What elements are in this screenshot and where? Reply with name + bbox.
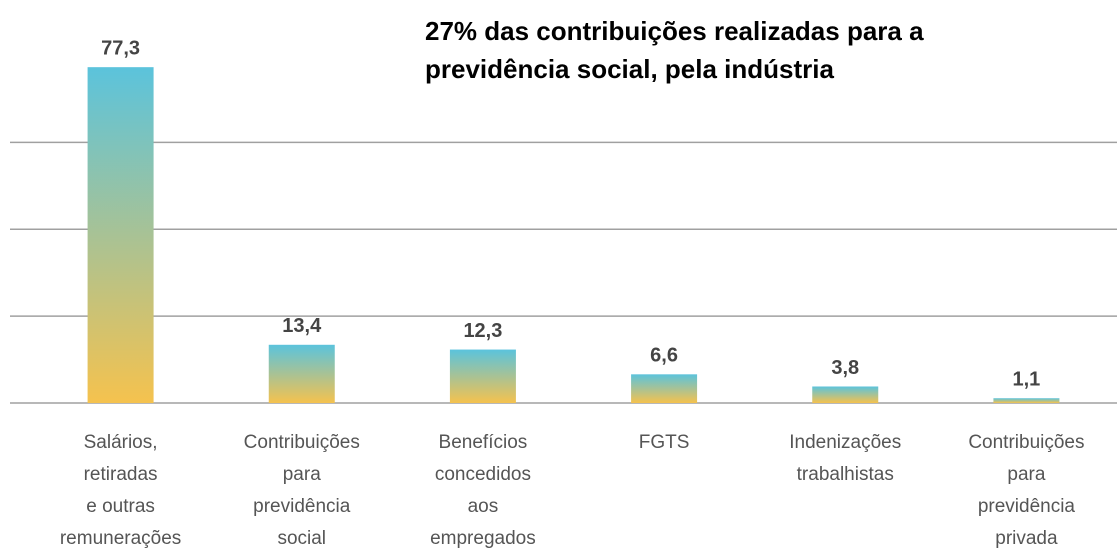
- x-tick-label: concedidos: [435, 464, 531, 485]
- x-tick-label: empregados: [430, 528, 536, 549]
- x-tick-label: Benefícios: [439, 432, 528, 453]
- x-tick-label: Contribuições: [968, 432, 1084, 453]
- x-tick-label: retiradas: [84, 464, 158, 485]
- x-tick-label: privada: [995, 528, 1058, 549]
- x-tick-label: para: [1007, 464, 1045, 485]
- bar: [993, 398, 1060, 403]
- value-label: 1,1: [1013, 369, 1041, 391]
- x-tick-label: remunerações: [60, 528, 181, 549]
- bar: [449, 349, 516, 403]
- x-tick-label: e outras: [86, 496, 155, 517]
- x-tick-label: Indenizações: [789, 432, 901, 453]
- x-tick-label: FGTS: [639, 432, 690, 453]
- x-tick-label: Salários,: [84, 432, 158, 453]
- x-tick-label: social: [277, 528, 326, 549]
- x-tick-label: aos: [468, 496, 499, 517]
- value-label: 13,4: [282, 315, 322, 337]
- value-label: 3,8: [831, 357, 859, 379]
- chart-title: 27% das contribuições realizadas para a …: [425, 16, 924, 84]
- bar: [631, 374, 698, 403]
- value-label: 77,3: [101, 37, 140, 59]
- value-label: 6,6: [650, 345, 678, 367]
- bar: [268, 344, 335, 403]
- bar: [812, 386, 879, 403]
- x-tick-label: trabalhistas: [797, 464, 894, 485]
- x-tick-label: previdência: [253, 496, 351, 517]
- x-tick-label: para: [283, 464, 321, 485]
- value-label: 12,3: [463, 320, 502, 342]
- bar: [87, 67, 154, 404]
- x-tick-label: Contribuições: [244, 432, 360, 453]
- x-tick-label: previdência: [978, 496, 1076, 517]
